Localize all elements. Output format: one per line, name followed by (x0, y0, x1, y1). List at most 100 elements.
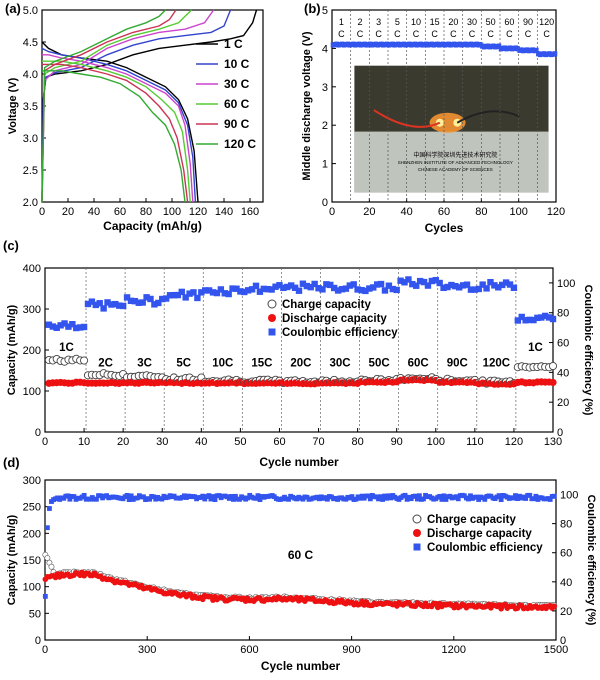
panel-a-x-tick-label: 60 (114, 206, 126, 218)
panel-c-legend-marker (268, 328, 276, 336)
panel-c-coulombic-point (256, 288, 264, 295)
panel-d-y-tick-label: 0 (35, 635, 41, 647)
panel-d-y-tick-label: 150 (23, 555, 41, 567)
panel-c-y2-tick-label: 20 (557, 397, 569, 409)
panel-d-coulombic-point (441, 493, 447, 499)
panel-c-coulombic-point (327, 281, 334, 289)
panel-d-y-tick-label: 200 (23, 528, 41, 540)
panel-c-coulombic-point (119, 302, 127, 310)
panel-c-coulombic-point (131, 297, 139, 305)
panel-c-coulombic-point (69, 321, 76, 328)
panel-b-x-tick-label: 0 (329, 206, 335, 218)
panel-d-y2-tick-label: 60 (560, 548, 572, 560)
panel-c-x-tick-label: 120 (505, 436, 523, 448)
panel-a-y-tick-label: 2.0 (23, 197, 38, 209)
panel-c-x-tick-label: 80 (351, 436, 363, 448)
panel-c-coulombic-point (526, 316, 533, 324)
panel-d-rate-annotation: 60 C (288, 548, 314, 562)
panel-c-coulombic-point (88, 298, 96, 305)
panel-b-rate-label: 120 (539, 17, 554, 27)
panel-d-y2-tick-label: 40 (560, 577, 572, 589)
panel-c-coulombic-point (311, 280, 318, 288)
panel-b-rate-label-unit: C (469, 29, 476, 39)
panel-c-coulombic-point (53, 324, 60, 331)
panel-d-coulombic-point (208, 496, 214, 502)
panel-b-y-tick-label: 5 (322, 5, 328, 17)
panel-d-coulombic-point (437, 493, 443, 499)
panel-d-coulombic-point (71, 494, 77, 499)
panel-c-coulombic-point (350, 281, 357, 288)
panel-a-y-tick-label: 4.0 (23, 69, 38, 81)
panel-d-coulombic-point (531, 496, 537, 502)
panel-b-rate-label-unit: C (525, 29, 532, 39)
panel-b-y-tick-label: 0 (322, 197, 328, 209)
panel-b-rate-label-unit: C (375, 29, 382, 39)
panel-b-x-tick-label: 80 (475, 206, 487, 218)
panel-d-coulombic-point (124, 492, 130, 498)
panel-c-coulombic-point (323, 281, 330, 288)
panel-a-charge-curve (41, 9, 177, 203)
panel-c-coulombic-point (463, 281, 471, 288)
panel-c-coulombic-point (342, 285, 350, 292)
panel-d-y-axis-label: Capacity (mAh/g) (6, 514, 18, 605)
panel-d-coulombic-point (202, 496, 208, 502)
panel-b-inset-caption: CHINESE ACADEMY OF SCIENCES (418, 167, 493, 172)
panel-d-x-tick-label: 600 (240, 644, 258, 656)
panel-c-legend-label: Coulombic efficiency (282, 327, 398, 339)
panel-c-coulombic-point (57, 322, 64, 329)
panel-b-rate-label-unit: C (357, 29, 364, 39)
panel-c-coulombic-point (436, 279, 443, 287)
panel-d-coulombic-point (228, 494, 234, 499)
panel-b-rate-label-unit: C (413, 29, 420, 39)
panel-c-y2-tick-label: 60 (557, 338, 569, 350)
panel-a-discharge-curve (41, 47, 197, 203)
panel-c-discharge-point (549, 378, 557, 387)
panel-a-x-tick-label: 140 (215, 206, 233, 218)
panel-d-coulombic-point (210, 494, 216, 499)
panel-d-coulombic-point (466, 496, 471, 502)
panel-c-coulombic-point (319, 286, 326, 293)
panel-c-coulombic-point (92, 301, 99, 309)
panel-c-coulombic-point (483, 285, 490, 292)
panel-c-y-tick-label: 300 (23, 304, 41, 316)
panel-c-coulombic-point (420, 278, 428, 286)
panel-d-coulombic-point (212, 497, 218, 503)
panel-c-y2-tick-label: 100 (557, 278, 575, 290)
panel-c-coulombic-point (147, 295, 154, 303)
panel-c-coulombic-point (217, 286, 225, 293)
panel-c-coulombic-point (534, 314, 541, 322)
panel-d-y2-axis-label: Coulombic efficiency (%) (585, 495, 597, 626)
panel-b-rate-label: 3 (376, 17, 381, 27)
panel-c-coulombic-point (264, 285, 271, 293)
panel-c-coulombic-point (479, 281, 486, 288)
panel-b-x-axis-label: Cycles (425, 221, 464, 235)
panel-c-coulombic-point (287, 282, 295, 289)
panel-a-x-axis-label: Capacity (mAh/g) (103, 219, 202, 233)
panel-b-rate-label-unit: C (338, 29, 345, 39)
panel-b-data-point (496, 43, 502, 49)
panel-b-rate-label: 5 (395, 17, 400, 27)
panel-b-y-tick-label: 3 (322, 82, 328, 94)
panel-c-x-tick-label: 20 (117, 436, 129, 448)
panel-b-label: (b) (304, 1, 321, 16)
panel-d-coulombic-point (527, 492, 533, 498)
panel-c-x-tick-label: 100 (427, 436, 445, 448)
panel-c-coulombic-point (198, 289, 205, 296)
panel-a-charge-curve (41, 9, 215, 203)
panel-c-coulombic-point (178, 288, 185, 296)
panel-d-y-tick-label: 100 (23, 582, 41, 594)
panel-c-y-axis-label: Capacity (mAh/g) (6, 304, 18, 395)
panel-d-coulombic-point (476, 497, 482, 502)
panel-c-coulombic-point (225, 290, 232, 298)
panel-c-coulombic-point (252, 282, 260, 290)
panel-c-coulombic-point (405, 276, 412, 283)
panel-c-coulombic-point (143, 294, 150, 301)
panel-c-rate-label: 10C (212, 357, 233, 369)
panel-c-coulombic-point (440, 284, 447, 292)
panel-d-coulombic-point (421, 496, 426, 502)
panel-a-x-tick-label: 100 (163, 206, 181, 218)
panel-a-legend-label: 60 C (224, 97, 250, 111)
panel-d-coulombic-point (365, 493, 371, 499)
panel-b-rate-label: 2 (357, 17, 362, 27)
panel-c-coulombic-point (76, 324, 84, 331)
